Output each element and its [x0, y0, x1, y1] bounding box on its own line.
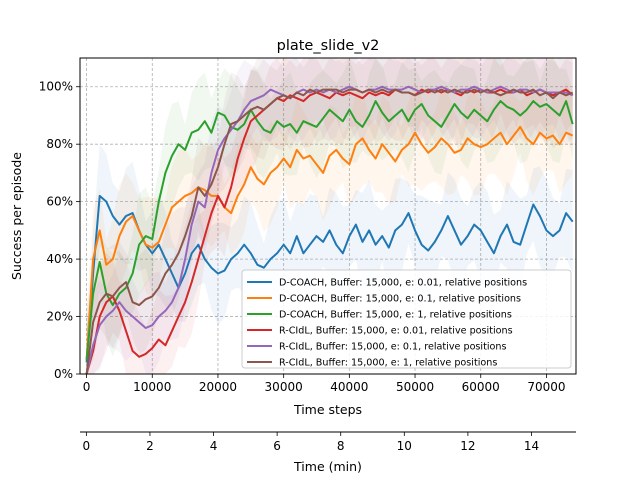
- series-line-1: [85, 194, 574, 363]
- secondary-x-axis: 0 2 4 6 8 10 12 14: [83, 432, 539, 453]
- series-lines: [85, 85, 574, 374]
- legend: D-COACH, Buffer: 15,000, e: 0.01, relati…: [241, 269, 572, 369]
- y-tick-label: 60%: [46, 195, 73, 209]
- x-tick-label: 70000: [527, 380, 565, 394]
- x-tick-label: 60000: [462, 380, 500, 394]
- secondary-x-tick-label: 14: [524, 439, 539, 453]
- secondary-x-tick-label: 0: [83, 439, 91, 453]
- secondary-x-tick-label: 8: [337, 439, 345, 453]
- y-tick-label: 100%: [39, 80, 73, 94]
- secondary-x-tick-label: 4: [210, 439, 218, 453]
- legend-label-6: R-CIdL, Buffer: 15,000, e: 1, relative p…: [279, 358, 497, 369]
- legend-label-5: R-CIdL, Buffer: 15,000, e: 0.1, relative…: [279, 342, 506, 353]
- x-tick-label: 10000: [133, 380, 171, 394]
- y-axis-label: Success per episode: [9, 152, 24, 280]
- series-band-1: [86, 144, 573, 374]
- secondary-x-tick-label: 10: [397, 439, 412, 453]
- y-tick-label: 80%: [46, 137, 73, 151]
- series-band-3: [86, 58, 573, 374]
- y-tick-label: 0%: [54, 367, 73, 381]
- series-line-6: [85, 88, 574, 374]
- legend-label-2: D-COACH, Buffer: 15,000, e: 0.1, relativ…: [279, 294, 521, 305]
- legend-label-3: D-COACH, Buffer: 15,000, e: 1, relative …: [279, 310, 512, 321]
- secondary-x-tick-label: 2: [146, 439, 154, 453]
- secondary-x-tick-label: 12: [460, 439, 475, 453]
- legend-box: [241, 269, 572, 369]
- x-tick-label: 20000: [199, 380, 237, 394]
- x-tick-label: 30000: [265, 380, 303, 394]
- x-axis-label: Time steps: [293, 402, 362, 417]
- x-tick-label: 40000: [330, 380, 368, 394]
- series-line-3: [85, 100, 574, 360]
- plot-frame: [79, 57, 577, 375]
- y-axis: 0% 20% 40% 60% 80% 100%: [39, 80, 80, 381]
- series-line-2: [85, 125, 574, 360]
- legend-label-4: R-CIdL, Buffer: 15,000, e: 0.01, relativ…: [279, 326, 513, 337]
- series-band-5: [86, 58, 573, 374]
- chart-title: plate_slide_v2: [277, 38, 380, 54]
- y-tick-label: 40%: [46, 252, 73, 266]
- series-band-2: [86, 81, 573, 374]
- x-tick-label: 50000: [396, 380, 434, 394]
- y-tick-label: 20%: [46, 310, 73, 324]
- x-axis: 0 10000 20000 30000 40000 50000 60000 70000: [83, 374, 566, 394]
- x-tick-label: 0: [83, 380, 91, 394]
- secondary-x-tick-label: 6: [273, 439, 281, 453]
- legend-label-1: D-COACH, Buffer: 15,000, e: 0.01, relati…: [279, 278, 527, 289]
- secondary-x-axis-label: Time (min): [293, 459, 362, 474]
